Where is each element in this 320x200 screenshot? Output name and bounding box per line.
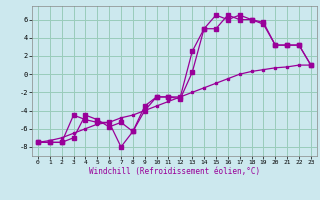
X-axis label: Windchill (Refroidissement éolien,°C): Windchill (Refroidissement éolien,°C) (89, 167, 260, 176)
